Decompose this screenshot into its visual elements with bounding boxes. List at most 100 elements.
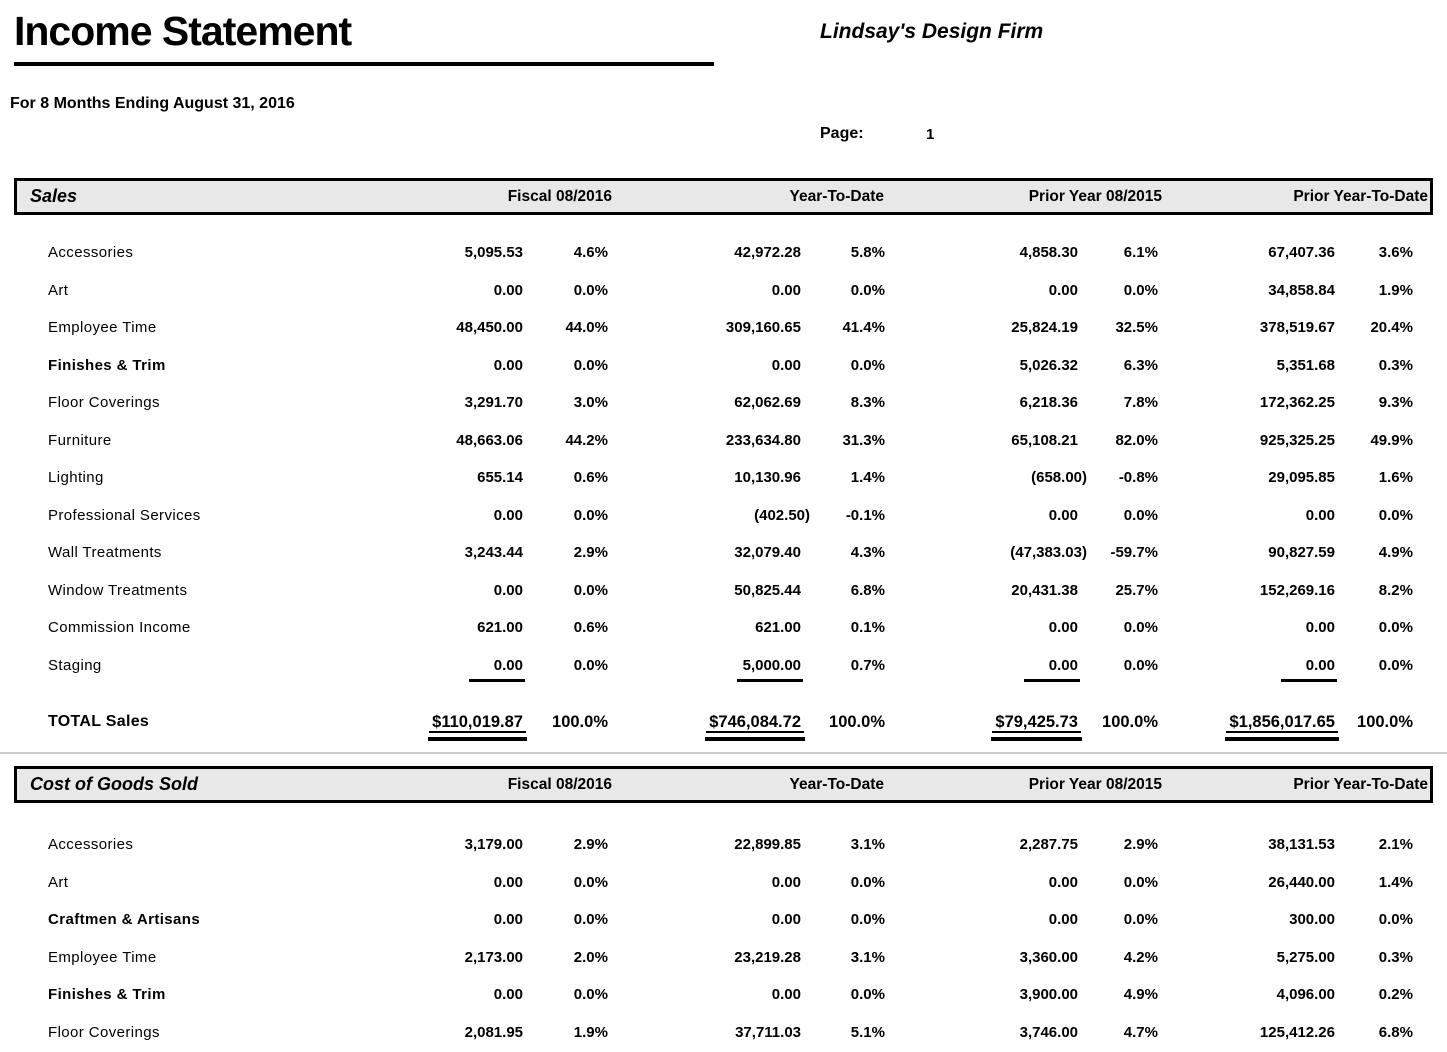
amount-cell: 0.00: [493, 873, 523, 891]
section-header-band: Cost of Goods Sold Fiscal 08/2016 Year-To-…: [14, 766, 1433, 803]
percent-cell: 25.7%: [1115, 581, 1158, 599]
section-separator-line: [0, 752, 1447, 754]
row-label: Art: [48, 873, 69, 891]
percent-cell: 2.9%: [573, 544, 608, 561]
row-label: Finishes & Trim: [48, 986, 166, 1003]
column-header: Year-To-Date: [789, 776, 884, 793]
report-title: Income Statement: [14, 8, 352, 54]
section-title: Sales: [30, 186, 78, 206]
amount-cell: 0.00: [1048, 873, 1078, 891]
amount-cell: 3,243.44: [464, 544, 523, 561]
row-label: Staging: [48, 656, 102, 674]
table-row: Art 0.00 0.0% 0.00 0.0% 0.00 0.0% 34,858.84 1.9%: [0, 272, 1447, 310]
column-header: Fiscal 08/2016: [507, 188, 612, 205]
percent-cell: 6.8%: [850, 581, 885, 599]
row-label: Window Treatments: [48, 581, 188, 599]
amount-cell: 0.00: [1048, 281, 1078, 299]
percent-cell: 2.0%: [573, 948, 608, 966]
percent-cell: 0.0%: [1123, 656, 1158, 674]
table-row: Craftmen & Artisans 0.00 0.0% 0.00 0.0% 0.00 0…: [0, 901, 1447, 939]
percent-cell: 0.6%: [573, 619, 608, 636]
amount-cell: 0.00: [771, 356, 801, 374]
percent-cell: 0.6%: [573, 469, 608, 486]
percent-cell: 0.0%: [850, 986, 885, 1003]
row-label: Accessories: [48, 836, 134, 853]
total-row-label: TOTAL Sales: [48, 713, 150, 730]
amount-cell: 0.00: [1024, 647, 1080, 685]
percent-cell: 44.2%: [565, 431, 608, 449]
percent-cell: 6.1%: [1123, 244, 1158, 261]
percent-cell: 2.1%: [1378, 836, 1413, 853]
amount-cell: 172,362.25: [1259, 394, 1335, 411]
table-row: Wall Treatments 3,243.44 2.9% 32,079.40 4.3%…: [0, 534, 1447, 572]
amount-cell: 3,291.70: [464, 394, 523, 411]
percent-cell: 32.5%: [1115, 319, 1158, 336]
percent-cell: 1.6%: [1378, 469, 1413, 486]
percent-cell: 100.0%: [552, 713, 608, 731]
total-row: TOTAL Sales $110,019.87 100.0% $746,084.72 1…: [0, 702, 1447, 750]
percent-cell: 6.3%: [1123, 356, 1158, 374]
percent-cell: 7.8%: [1123, 394, 1158, 411]
amount-cell: 0.00: [1305, 506, 1335, 524]
amount-cell: 5,351.68: [1276, 356, 1335, 374]
percent-cell: 0.0%: [850, 911, 885, 928]
amount-cell: 50,825.44: [734, 581, 801, 599]
amount-cell: 0.00: [1305, 619, 1335, 636]
percent-cell: 4.7%: [1123, 1023, 1158, 1041]
amount-cell: 5,026.32: [1019, 356, 1078, 374]
percent-cell: -59.7%: [1110, 544, 1158, 561]
percent-cell: 0.0%: [573, 656, 608, 674]
amount-cell: 6,218.36: [1019, 394, 1078, 411]
amount-cell: 4,858.30: [1019, 244, 1078, 261]
table-row: Floor Coverings 2,081.95 1.9% 37,711.03 5.1%…: [0, 1014, 1447, 1052]
row-label: Commission Income: [48, 619, 191, 636]
amount-cell: 152,269.16: [1259, 581, 1335, 599]
table-row: Employee Time 48,450.00 44.0% 309,160.65 41.…: [0, 309, 1447, 347]
percent-cell: 4.2%: [1123, 948, 1158, 966]
percent-cell: 0.0%: [1123, 506, 1158, 524]
percent-cell: 82.0%: [1115, 431, 1158, 449]
amount-cell: 655.14: [477, 469, 523, 486]
row-label: Furniture: [48, 431, 112, 449]
percent-cell: 0.0%: [850, 281, 885, 299]
percent-cell: 1.4%: [850, 469, 885, 486]
amount-cell: 23,219.28: [734, 948, 801, 966]
percent-cell: 4.9%: [1378, 544, 1413, 561]
percent-cell: 0.0%: [850, 356, 885, 374]
percent-cell: 0.0%: [1378, 619, 1413, 636]
percent-cell: 0.1%: [850, 619, 885, 636]
amount-cell: 0.00: [493, 986, 523, 1003]
row-label: Employee Time: [48, 319, 157, 336]
amount-cell: 5,095.53: [464, 244, 523, 261]
percent-cell: 2.9%: [573, 836, 608, 853]
company-name: Lindsay's Design Firm: [820, 20, 1044, 43]
amount-cell: 125,412.26: [1259, 1023, 1335, 1041]
table-row: Finishes & Trim 0.00 0.0% 0.00 0.0% 3,900.00 4…: [0, 976, 1447, 1014]
row-label: Art: [48, 281, 69, 299]
amount-cell: 0.00: [493, 506, 523, 524]
amount-cell: 0.00: [493, 281, 523, 299]
title-underline-rule: [14, 62, 714, 66]
percent-cell: 1.9%: [1378, 281, 1413, 299]
amount-cell: 2,173.00: [464, 948, 523, 966]
percent-cell: 0.0%: [1123, 911, 1158, 928]
percent-cell: 6.8%: [1378, 1023, 1413, 1041]
percent-cell: -0.8%: [1118, 469, 1158, 486]
table-row: Accessories 5,095.53 4.6% 42,972.28 5.8% 4,85…: [0, 234, 1447, 272]
percent-cell: 0.7%: [850, 656, 885, 674]
percent-cell: 31.3%: [842, 431, 885, 449]
amount-cell: $1,856,017.65: [1225, 702, 1339, 742]
percent-cell: 5.8%: [850, 244, 885, 261]
column-header: Year-To-Date: [789, 188, 884, 205]
amount-cell: 10,130.96: [734, 469, 801, 486]
percent-cell: 44.0%: [565, 319, 608, 336]
table-row: Finishes & Trim 0.00 0.0% 0.00 0.0% 5,026.32 6…: [0, 347, 1447, 385]
amount-cell: 0.00: [1048, 911, 1078, 928]
percent-cell: 3.6%: [1378, 244, 1413, 261]
percent-cell: 1.9%: [573, 1023, 608, 1041]
percent-cell: 5.1%: [850, 1023, 885, 1041]
amount-cell: 0.00: [493, 356, 523, 374]
amount-cell: 48,450.00: [456, 319, 523, 336]
amount-cell: 621.00: [755, 619, 801, 636]
row-label: Employee Time: [48, 948, 157, 966]
